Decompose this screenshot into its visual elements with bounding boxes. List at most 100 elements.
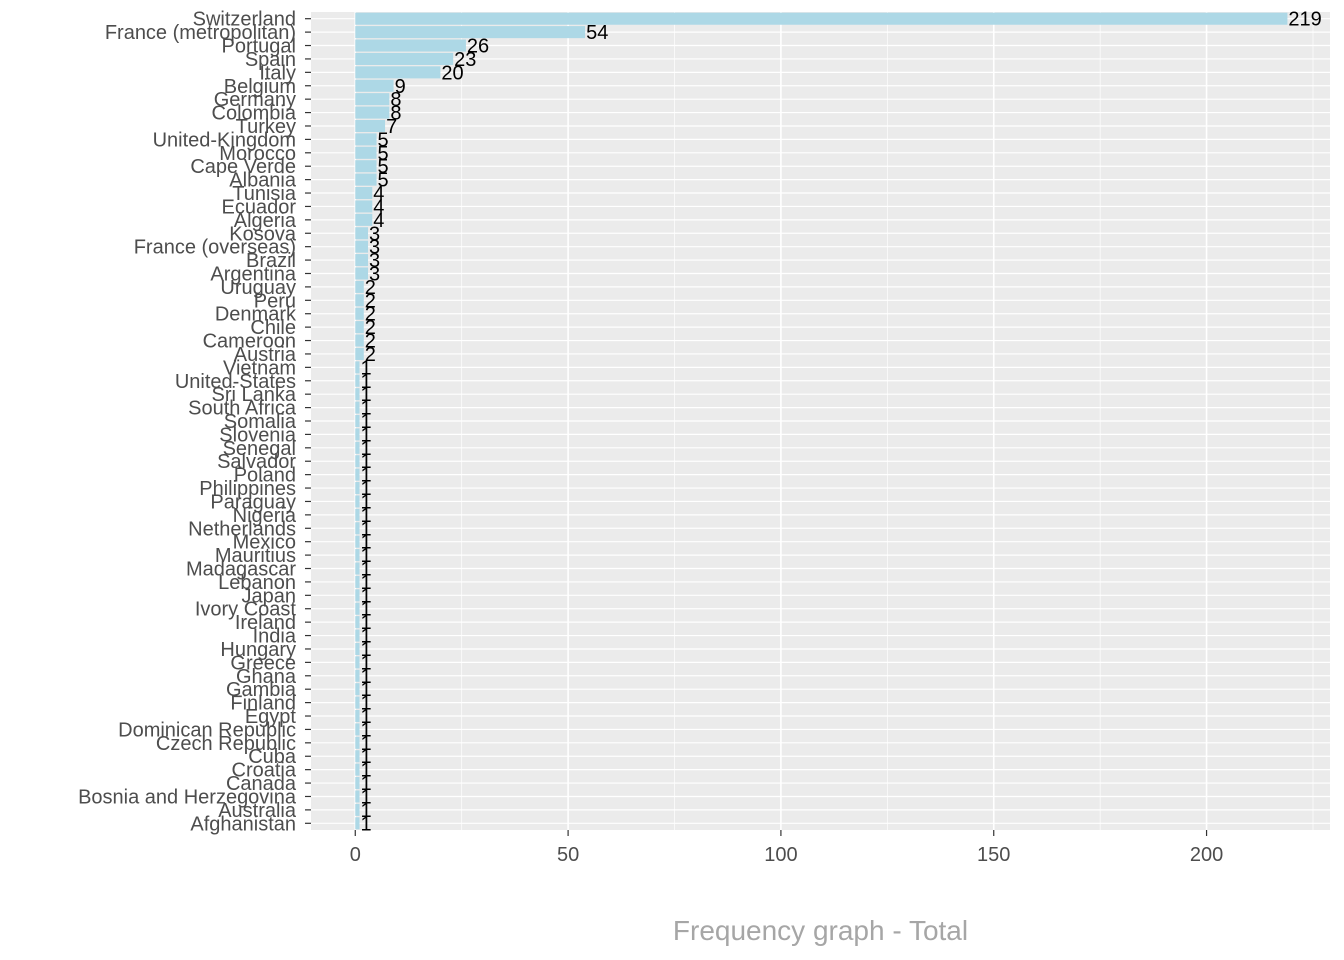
bar <box>355 602 360 615</box>
category-label: Portugal <box>222 36 297 58</box>
bar <box>355 374 360 387</box>
bars <box>355 12 1288 830</box>
category-label: Netherlands <box>188 518 296 540</box>
data-label: 4 <box>373 210 384 232</box>
category-label: Brazil <box>246 250 296 272</box>
bar <box>355 173 377 186</box>
category-label: Denmark <box>215 304 297 326</box>
data-label: 3 <box>369 250 380 272</box>
data-label: 1 <box>361 599 372 621</box>
category-label: Dominican Republic <box>118 719 296 741</box>
bar <box>355 388 360 401</box>
category-label: Sri Lanka <box>212 384 297 406</box>
data-label: 3 <box>369 237 380 259</box>
data-label: 1 <box>361 518 372 540</box>
data-label: 1 <box>361 786 372 808</box>
bar <box>355 736 360 749</box>
data-label: 1 <box>361 612 372 634</box>
bar <box>355 401 360 414</box>
bar <box>355 656 360 669</box>
bar <box>355 683 360 696</box>
bar <box>355 186 373 200</box>
category-label: Poland <box>234 465 296 487</box>
data-label: 2 <box>365 277 376 299</box>
category-label: Spain <box>245 49 296 71</box>
category-ticks <box>305 18 311 824</box>
bar <box>355 334 364 347</box>
bar <box>355 294 364 307</box>
bar <box>355 414 360 428</box>
data-label: 1 <box>361 357 372 379</box>
bar <box>355 750 360 763</box>
category-label: Mauritius <box>215 545 296 567</box>
category-label: Gambia <box>226 679 297 701</box>
data-label: 2 <box>365 317 376 339</box>
bar <box>355 441 360 454</box>
data-label: 3 <box>369 223 380 245</box>
category-label: Madagascar <box>186 559 296 581</box>
data-label: 1 <box>361 719 372 741</box>
category-label: Croatia <box>232 760 297 782</box>
data-label: 2 <box>365 344 376 366</box>
bar <box>355 213 373 226</box>
x-tick-label: 100 <box>764 844 797 866</box>
data-label: 1 <box>361 813 372 835</box>
category-label: Canada <box>226 773 297 795</box>
data-label: 5 <box>378 129 389 151</box>
category-label: Nigeria <box>233 505 297 527</box>
bar <box>355 549 360 562</box>
bar <box>355 495 360 508</box>
category-label: Ecuador <box>222 196 297 218</box>
bar <box>355 347 364 360</box>
bar <box>355 12 1288 25</box>
category-label: Cape Verde <box>190 156 296 178</box>
category-label: Turkey <box>236 116 296 138</box>
category-label: Tunisia <box>232 183 297 205</box>
data-label: 1 <box>361 384 372 406</box>
x-tick-label: 200 <box>1190 844 1223 866</box>
bar <box>355 777 360 790</box>
bar <box>355 629 360 642</box>
category-label: Austria <box>234 344 297 366</box>
bar <box>355 575 360 588</box>
bar <box>355 307 364 320</box>
category-label: Kosova <box>229 223 297 245</box>
x-tick-label: 0 <box>350 844 361 866</box>
category-label: Algeria <box>234 210 297 232</box>
bar <box>355 160 377 173</box>
data-label: 1 <box>361 411 372 433</box>
data-label: 1 <box>361 438 372 460</box>
bar <box>355 535 360 548</box>
bar <box>355 52 454 65</box>
bar <box>355 66 441 79</box>
category-label: Albania <box>229 170 297 192</box>
data-label: 1 <box>361 626 372 648</box>
category-label: Ivory Coast <box>195 599 297 621</box>
bar <box>355 240 369 253</box>
category-label: Cameroon <box>203 331 296 353</box>
data-label: 1 <box>361 773 372 795</box>
category-label: Italy <box>259 62 296 84</box>
category-label: Belgium <box>224 76 296 98</box>
bar <box>355 642 360 656</box>
bar <box>355 723 360 736</box>
data-label: 1 <box>361 746 372 768</box>
category-label: Philippines <box>199 478 296 500</box>
category-label: Egypt <box>245 706 297 728</box>
category-label: Afghanistan <box>190 813 296 835</box>
category-label: France (metropolitan) <box>105 22 296 44</box>
data-label: 1 <box>361 451 372 473</box>
data-label: 1 <box>361 424 372 446</box>
bar <box>355 200 373 213</box>
category-label: Uruguay <box>220 277 296 299</box>
bar <box>355 39 466 52</box>
data-label: 1 <box>361 505 372 527</box>
bar <box>355 106 390 119</box>
x-axis-ticks: 0 50 100 150 200 <box>350 830 1223 866</box>
category-label: Ireland <box>235 612 296 634</box>
category-label: Chile <box>250 317 296 339</box>
category-label: Vietnam <box>223 357 296 379</box>
bar <box>355 589 360 602</box>
